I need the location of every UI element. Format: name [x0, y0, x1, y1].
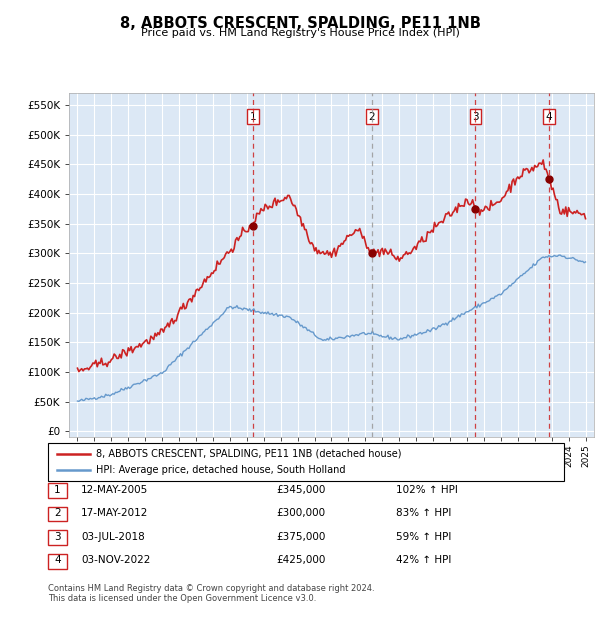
Text: 1: 1 [54, 485, 61, 495]
Text: Price paid vs. HM Land Registry's House Price Index (HPI): Price paid vs. HM Land Registry's House … [140, 28, 460, 38]
Text: 4: 4 [545, 112, 552, 122]
Text: 03-JUL-2018: 03-JUL-2018 [81, 532, 145, 542]
Text: Contains HM Land Registry data © Crown copyright and database right 2024.
This d: Contains HM Land Registry data © Crown c… [48, 584, 374, 603]
Text: 12-MAY-2005: 12-MAY-2005 [81, 485, 148, 495]
Text: 1: 1 [250, 112, 256, 122]
Text: 102% ↑ HPI: 102% ↑ HPI [396, 485, 458, 495]
Text: HPI: Average price, detached house, South Holland: HPI: Average price, detached house, Sout… [96, 465, 346, 475]
Text: 2: 2 [368, 112, 375, 122]
Text: 4: 4 [54, 556, 61, 565]
Text: 42% ↑ HPI: 42% ↑ HPI [396, 556, 451, 565]
Text: £425,000: £425,000 [276, 556, 325, 565]
Text: £375,000: £375,000 [276, 532, 325, 542]
Text: 3: 3 [54, 532, 61, 542]
Text: 17-MAY-2012: 17-MAY-2012 [81, 508, 148, 518]
Text: £300,000: £300,000 [276, 508, 325, 518]
Text: 2: 2 [54, 508, 61, 518]
Text: 8, ABBOTS CRESCENT, SPALDING, PE11 1NB (detached house): 8, ABBOTS CRESCENT, SPALDING, PE11 1NB (… [96, 449, 401, 459]
Text: 8, ABBOTS CRESCENT, SPALDING, PE11 1NB: 8, ABBOTS CRESCENT, SPALDING, PE11 1NB [119, 16, 481, 30]
Text: 59% ↑ HPI: 59% ↑ HPI [396, 532, 451, 542]
Text: 03-NOV-2022: 03-NOV-2022 [81, 556, 151, 565]
Text: 83% ↑ HPI: 83% ↑ HPI [396, 508, 451, 518]
Text: £345,000: £345,000 [276, 485, 325, 495]
Text: 3: 3 [472, 112, 479, 122]
